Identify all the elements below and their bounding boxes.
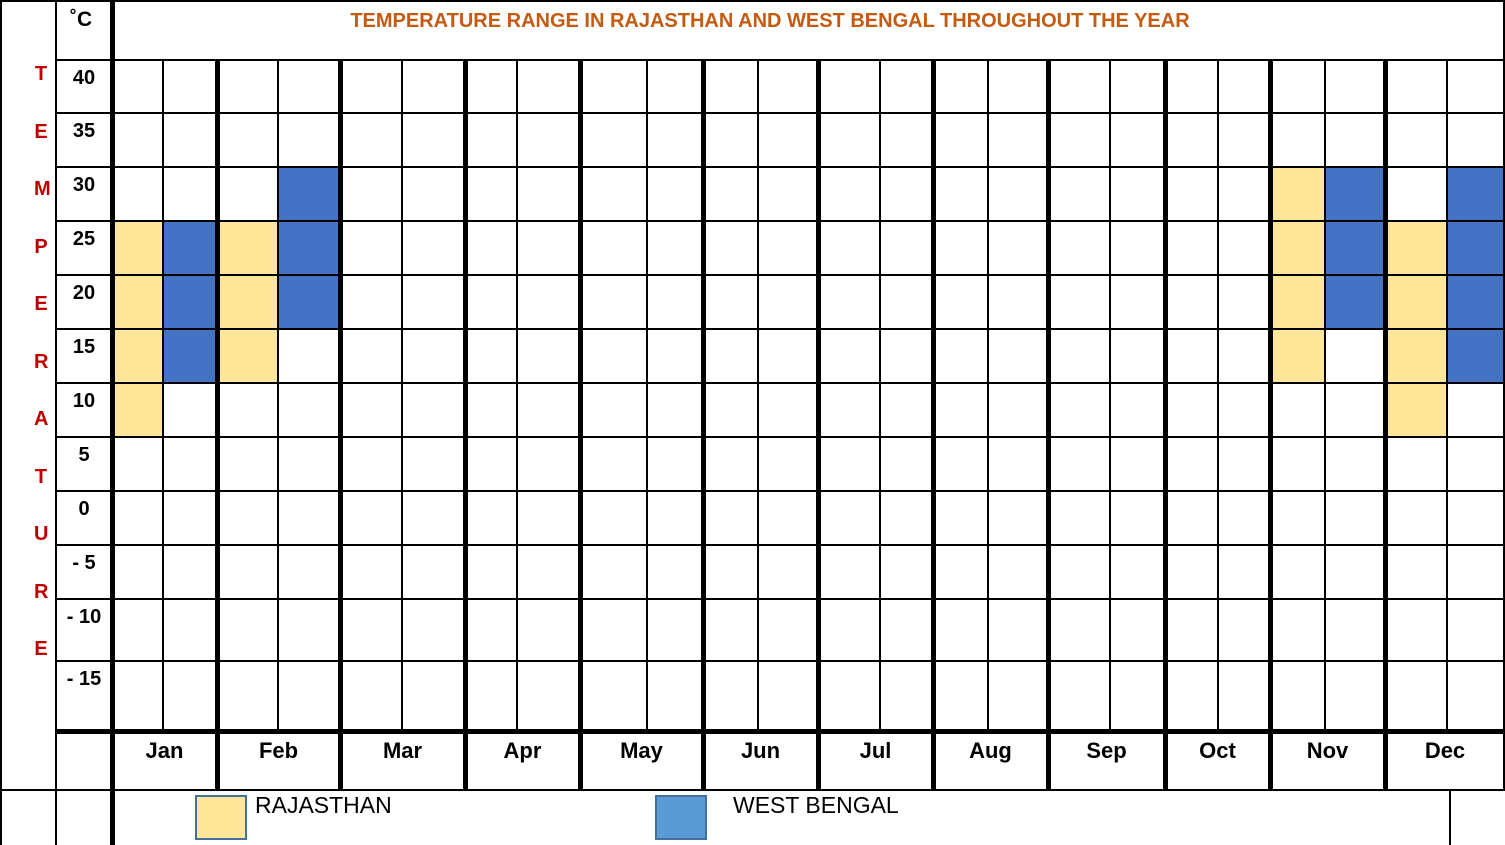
row-label: 25 — [72, 228, 96, 250]
legend-label: WEST BENGAL — [733, 792, 899, 818]
month-col-line — [463, 60, 468, 790]
legend-swatch — [195, 795, 247, 840]
sub-col-line — [757, 60, 759, 731]
unit: ˚C — [70, 8, 93, 31]
border-right — [1503, 0, 1505, 790]
grid-line — [55, 660, 1505, 662]
grid-line — [55, 328, 1505, 330]
month-label: Jan — [145, 738, 184, 763]
col-line — [55, 0, 57, 845]
month-col-line — [1268, 60, 1273, 790]
month-col-line — [931, 60, 936, 790]
row-label: - 15 — [66, 668, 102, 690]
month-label: May — [620, 738, 663, 763]
month-col-line — [701, 60, 706, 790]
sub-col-line — [516, 60, 518, 731]
grid-line — [55, 382, 1505, 384]
sub-col-line — [1217, 60, 1219, 731]
border-top — [0, 0, 1505, 2]
sub-col-line — [1324, 60, 1326, 731]
row-label: - 10 — [66, 606, 102, 628]
row-label: 20 — [72, 282, 96, 304]
grid-line — [55, 112, 1505, 114]
month-col-line — [816, 60, 821, 790]
month-row-line — [55, 729, 1505, 734]
row-label: 30 — [72, 174, 96, 196]
row-label: 35 — [72, 120, 96, 142]
sub-col-line — [987, 60, 989, 731]
month-col-line — [578, 60, 583, 790]
row-label: 5 — [78, 444, 90, 466]
grid-line — [55, 490, 1505, 492]
range-block — [1325, 167, 1385, 329]
legend-row-line — [0, 789, 1505, 791]
sub-col-line — [162, 60, 164, 731]
month-label: Jul — [859, 738, 892, 763]
row-label: 40 — [72, 67, 96, 89]
range-block — [163, 221, 217, 383]
grid-line — [55, 598, 1505, 600]
sub-col-line — [646, 60, 648, 731]
month-col-line — [1046, 60, 1051, 790]
grid-line — [55, 436, 1505, 438]
range-block — [217, 221, 278, 383]
month-label: Feb — [258, 738, 299, 763]
sub-col-line — [401, 60, 403, 731]
sub-col-line — [879, 60, 881, 731]
axis-label: TEMPERATURE — [34, 63, 51, 660]
grid-line — [55, 59, 1505, 61]
sub-col-line — [277, 60, 279, 731]
month-col-line — [1163, 60, 1168, 790]
month-label: Apr — [503, 738, 542, 763]
row-label: 10 — [72, 390, 96, 412]
border-left — [0, 0, 2, 845]
title: TEMPERATURE RANGE IN RAJASTHAN AND WEST … — [350, 10, 1190, 32]
range-block — [278, 167, 340, 329]
row-label: 0 — [78, 498, 90, 520]
row-label: - 5 — [72, 552, 96, 574]
row-label: 15 — [72, 336, 96, 358]
month-col-line — [1383, 60, 1388, 790]
legend-label: RAJASTHAN — [255, 792, 392, 818]
grid-line — [55, 220, 1505, 222]
month-col-line — [110, 0, 115, 845]
col-line — [1449, 790, 1451, 845]
month-col-line — [215, 60, 220, 790]
month-label: Jun — [740, 738, 781, 763]
month-label: Dec — [1424, 738, 1466, 763]
month-label: Oct — [1199, 738, 1236, 763]
grid-line — [55, 166, 1505, 168]
month-label: Sep — [1086, 738, 1127, 763]
sub-col-line — [1109, 60, 1111, 731]
month-label: Mar — [382, 738, 423, 763]
legend-swatch — [655, 795, 707, 840]
month-label: Nov — [1306, 738, 1349, 763]
sub-col-line — [1446, 60, 1448, 731]
month-label: Aug — [969, 738, 1012, 763]
grid-line — [55, 544, 1505, 546]
grid-line — [55, 274, 1505, 276]
month-col-line — [338, 60, 343, 790]
